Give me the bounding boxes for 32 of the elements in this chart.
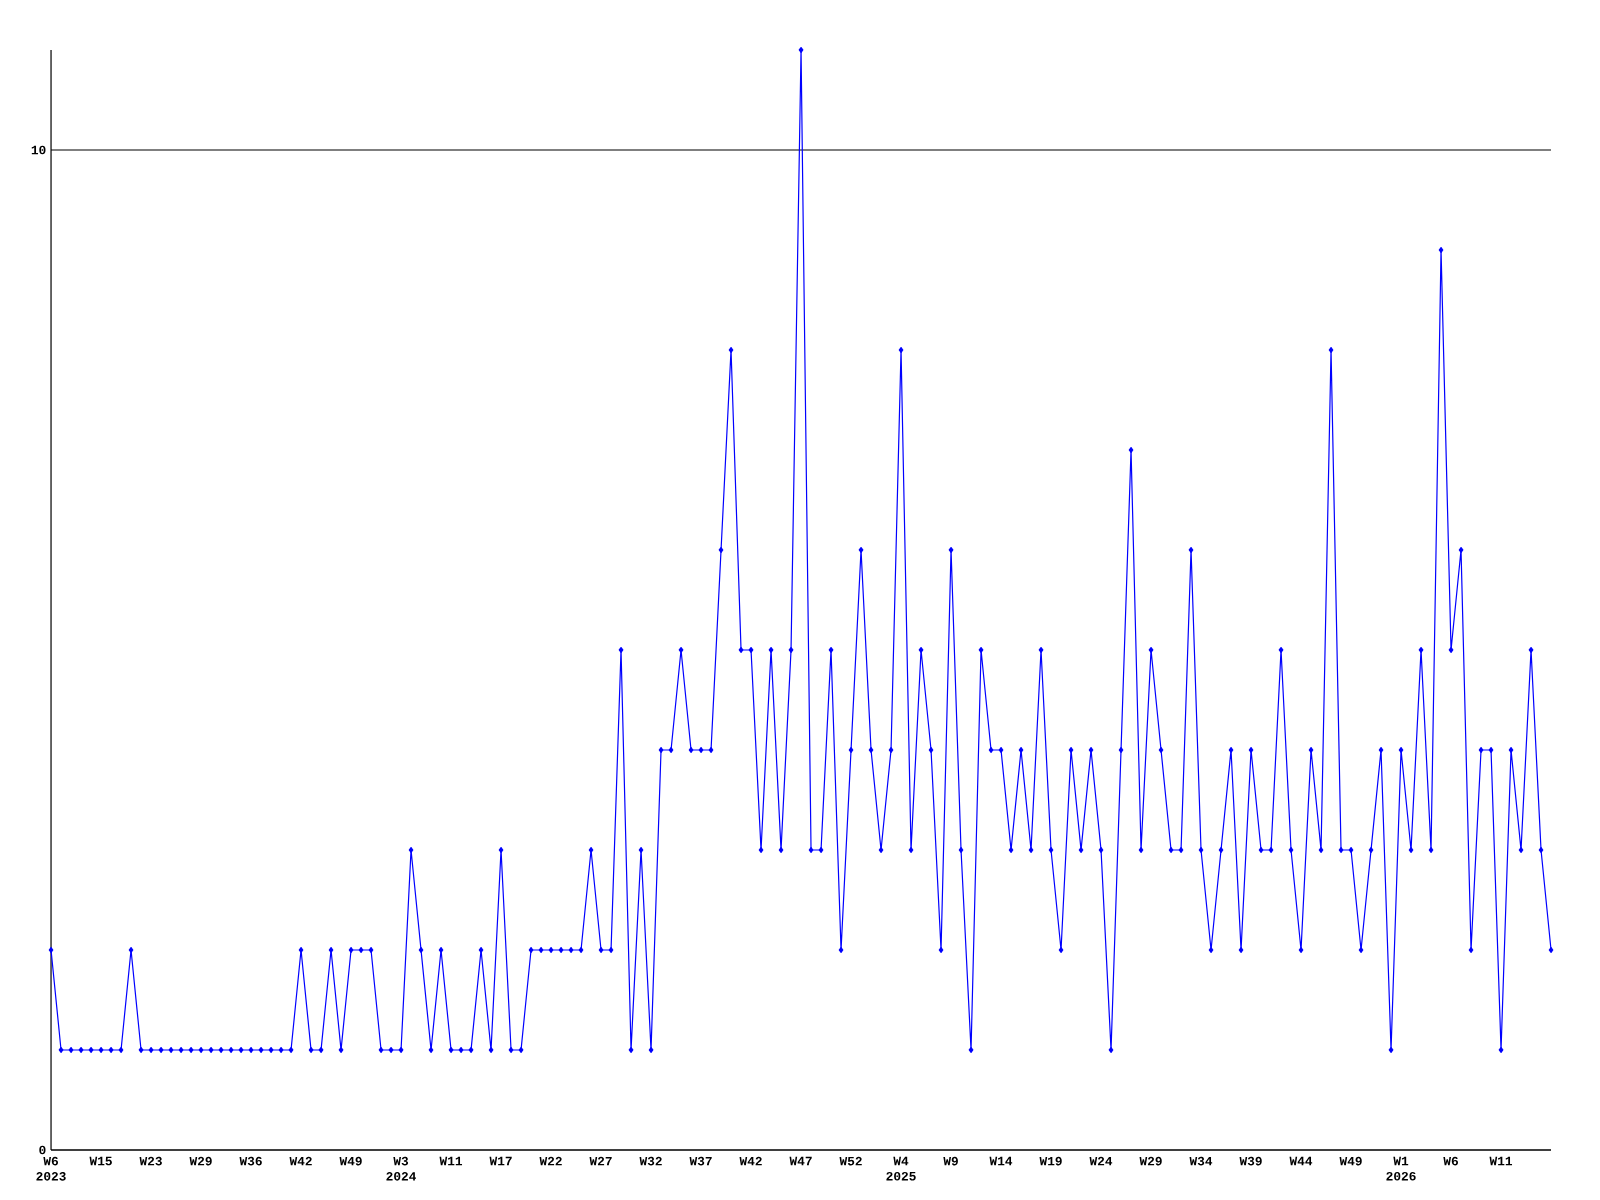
x-tick-label: W29 (189, 1156, 212, 1166)
x-tick-label: W42 (739, 1156, 762, 1166)
x-tick-label: W39 (1239, 1156, 1262, 1166)
x-tick-label: W23 (139, 1156, 162, 1166)
x-tick-label: W52 (839, 1156, 862, 1166)
x-tick-label: W49 (1339, 1156, 1362, 1166)
x-tick-label: W17 (489, 1156, 512, 1166)
y-tick-label: 0 (39, 1145, 46, 1155)
x-tick-label: W9 (943, 1156, 958, 1166)
x-tick-label: W34 (1189, 1156, 1213, 1166)
x-tick-label: W11 (439, 1156, 463, 1166)
x-tick-label: W15 (89, 1156, 112, 1166)
x-tick-label: W3 2024 (386, 1156, 416, 1181)
x-tick-label: W36 (239, 1156, 262, 1166)
x-tick-label: W1 2026 (1386, 1156, 1416, 1181)
x-tick-label: W6 2023 (36, 1156, 66, 1181)
x-tick-label: W19 (1039, 1156, 1062, 1166)
x-tick-label: W6 (1443, 1156, 1458, 1166)
x-tick-label: W24 (1089, 1156, 1113, 1166)
x-tick-label: W4 2025 (886, 1156, 916, 1181)
x-tick-label: W11 (1489, 1156, 1513, 1166)
y-tick-label: 10 (31, 145, 46, 155)
x-tick-label: W49 (339, 1156, 362, 1166)
x-tick-label: W32 (639, 1156, 662, 1166)
x-tick-label: W42 (289, 1156, 312, 1166)
x-tick-label: W37 (689, 1156, 712, 1166)
x-tick-label: W44 (1289, 1156, 1313, 1166)
x-tick-label: W29 (1139, 1156, 1162, 1166)
x-tick-label: W22 (539, 1156, 562, 1166)
x-tick-label: W27 (589, 1156, 612, 1166)
x-tick-label: W14 (989, 1156, 1013, 1166)
x-tick-label: W47 (789, 1156, 812, 1166)
